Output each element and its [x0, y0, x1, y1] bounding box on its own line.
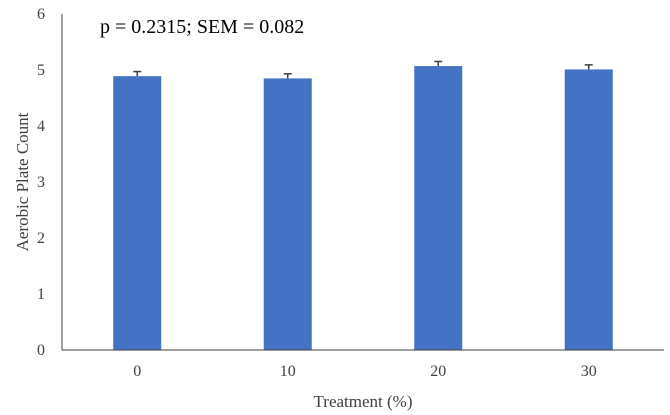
bar — [263, 78, 312, 351]
error-bar — [434, 60, 443, 67]
bar — [113, 76, 162, 350]
bars — [113, 66, 613, 351]
y-tick-label: 5 — [37, 62, 45, 79]
y-tick-label: 1 — [37, 286, 45, 303]
y-tick-label: 6 — [37, 6, 45, 23]
y-tick-label: 2 — [37, 230, 45, 247]
y-tick-label: 4 — [37, 118, 45, 135]
x-tick-label: 20 — [430, 363, 446, 380]
y-axis-title: Aerobic Plate Count — [13, 112, 32, 251]
x-tick-label: 30 — [581, 363, 597, 380]
error-bars — [133, 60, 593, 79]
y-tick-label: 0 — [37, 342, 45, 359]
error-bar — [133, 70, 142, 77]
stats-annotation: p = 0.2315; SEM = 0.082 — [100, 16, 304, 38]
x-tick-label: 10 — [280, 363, 296, 380]
error-bar — [584, 64, 593, 70]
error-bar — [283, 73, 292, 79]
y-tick-label: 3 — [37, 174, 45, 191]
bar — [564, 69, 613, 350]
bar — [414, 66, 463, 350]
x-tick-label: 0 — [133, 363, 141, 380]
x-axis-ticks: 0 10 20 30 — [133, 363, 597, 380]
x-axis-title: Treatment (%) — [314, 392, 413, 411]
y-axis-ticks: 0 1 2 3 4 5 6 — [37, 6, 45, 359]
